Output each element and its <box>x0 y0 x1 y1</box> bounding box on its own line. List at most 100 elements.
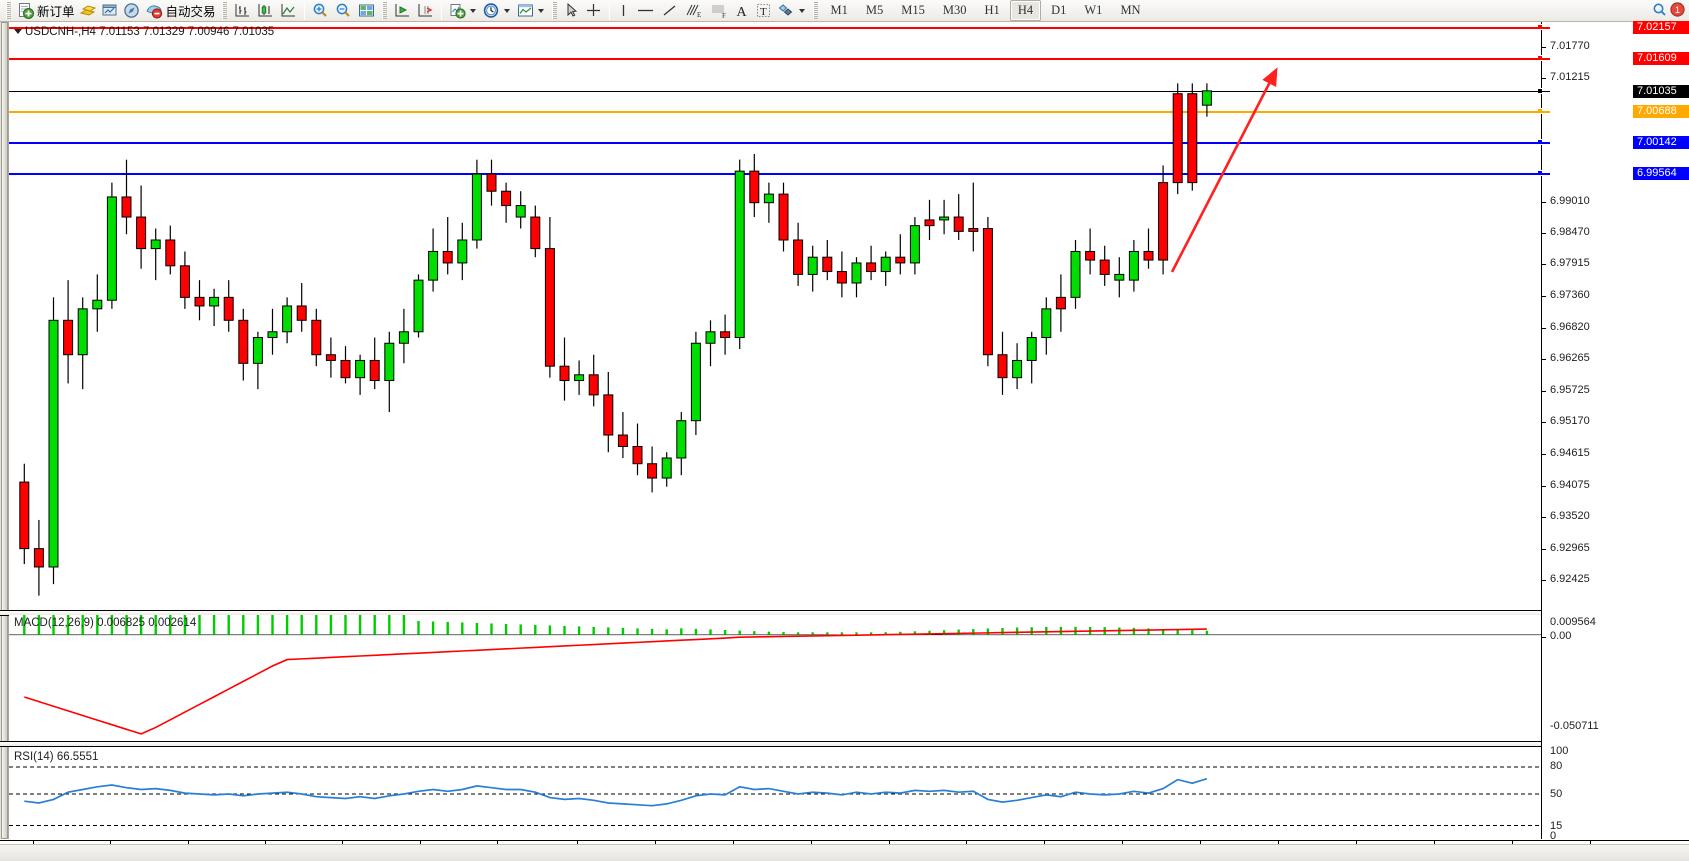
timeframe-mn[interactable]: MN <box>1120 3 1141 17</box>
price-level-tag[interactable]: 7.00142 <box>1633 136 1689 149</box>
svg-text:1: 1 <box>1675 5 1680 15</box>
gold-bars-icon <box>79 5 96 16</box>
data-window-button[interactable] <box>99 1 121 21</box>
timeframe-h4[interactable]: H4 <box>1009 0 1042 21</box>
timeframe-h1[interactable]: H1 <box>984 3 1000 17</box>
price-level-line-7.00688[interactable] <box>9 111 1550 113</box>
market-watch-button[interactable] <box>77 1 99 21</box>
price-tick-mark <box>1542 391 1546 392</box>
toolbar-separator-3 <box>608 1 610 20</box>
vertical-line-tool-button[interactable] <box>614 1 633 21</box>
zoom-out-button[interactable] <box>332 1 355 21</box>
horizontal-scrollbar[interactable] <box>0 844 1689 861</box>
bar-chart-button[interactable] <box>231 1 254 21</box>
notification-badge-icon[interactable]: 1 <box>1670 2 1685 17</box>
scrollbar-thumb[interactable] <box>1 22 8 839</box>
candlestick-icon <box>258 4 272 17</box>
new-order-button[interactable]: 新订单 <box>15 1 77 21</box>
price-level-line-6.99564[interactable] <box>9 173 1550 175</box>
timeframe-m15[interactable]: M15 <box>901 3 925 17</box>
price-tick-label: 6.97915 <box>1550 257 1590 269</box>
toolbar-separator-1 <box>303 1 305 20</box>
zoom-in-button[interactable] <box>309 1 332 21</box>
price-axis[interactable]: 7.01770 7.01215 6.99010 6.98470 6.97915 6.973… <box>1537 21 1689 842</box>
candlestick-chart-button[interactable] <box>254 1 277 21</box>
clock-icon <box>483 3 498 18</box>
indicators-dropdown-caret[interactable] <box>469 8 476 13</box>
price-level-tag[interactable]: 7.02157 <box>1633 21 1689 34</box>
price-tick-label: 6.92425 <box>1550 573 1590 585</box>
period-button[interactable] <box>480 1 503 21</box>
price-tick-label: 6.97360 <box>1550 289 1590 301</box>
time-tick-mark <box>342 841 343 845</box>
objects-list-button[interactable] <box>775 1 798 21</box>
toolbar-grip-4[interactable] <box>551 2 557 19</box>
vertical-scrollbar[interactable] <box>0 22 9 839</box>
price-level-tag[interactable]: 7.01035 <box>1633 85 1689 98</box>
timeframe-m5[interactable]: M5 <box>865 3 884 17</box>
equidistant-channel-button[interactable]: E <box>681 1 706 21</box>
macd-indicator-panel[interactable]: MACD(12,26,9) 0.006825 0.002614 <box>9 615 1550 740</box>
chart-container[interactable]: USDCNH-,H4 7.01153 7.01329 7.00946 7.010… <box>0 21 1689 861</box>
templates-button[interactable] <box>514 1 537 21</box>
timeframe-w1[interactable]: W1 <box>1084 3 1103 17</box>
period-dropdown-caret[interactable] <box>503 8 510 13</box>
search-icon[interactable] <box>1652 2 1667 17</box>
price-chart-panel[interactable]: USDCNH-,H4 7.01153 7.01329 7.00946 7.010… <box>9 22 1550 610</box>
auto-trading-label: 自动交易 <box>165 5 216 19</box>
indicators-button[interactable] <box>446 1 469 21</box>
price-tick-mark <box>1542 233 1546 234</box>
main-toolbar: 新订单 自动交易 <box>0 0 1689 22</box>
line-chart-button[interactable] <box>277 1 300 21</box>
price-level-line-7.01609[interactable] <box>9 58 1550 60</box>
macd-tick-label: 0.00 <box>1550 630 1572 642</box>
price-level-tag[interactable]: 7.01609 <box>1633 52 1689 65</box>
time-tick-mark <box>811 841 812 845</box>
auto-scroll-button[interactable] <box>414 1 437 21</box>
toolbar-grip-2[interactable] <box>221 2 227 19</box>
price-level-line-7.02157[interactable] <box>9 27 1550 29</box>
chart-grid-button[interactable] <box>355 1 378 21</box>
text-label-tool-button[interactable]: T <box>752 1 775 21</box>
toolbar-grip-3[interactable] <box>381 2 387 19</box>
price-tick-mark <box>1542 580 1546 581</box>
zoom-out-icon <box>336 3 350 17</box>
horizontal-line-tool-button[interactable] <box>633 1 658 21</box>
price-tick-label: 6.94075 <box>1550 479 1590 491</box>
fibonacci-tool-button[interactable]: F <box>706 1 731 21</box>
price-tick-label: 6.92965 <box>1550 542 1590 554</box>
trendline-tool-button[interactable] <box>658 1 681 21</box>
price-level-line-7.01035[interactable] <box>9 91 1550 92</box>
price-tick-label: 6.93520 <box>1550 510 1590 522</box>
price-level-tag[interactable]: 7.00688 <box>1633 105 1689 118</box>
rsi-indicator-panel[interactable]: RSI(14) 66.5551 <box>9 749 1550 839</box>
navigator-button[interactable] <box>121 1 143 21</box>
toolbar-separator-2 <box>440 1 442 20</box>
time-tick-mark <box>1356 841 1357 845</box>
cursor-tool-button[interactable] <box>561 1 582 21</box>
crosshair-tool-button[interactable] <box>582 1 605 21</box>
timeframe-m30[interactable]: M30 <box>942 3 967 17</box>
time-tick-mark <box>33 841 34 845</box>
toolbar-grip-5[interactable] <box>812 2 818 19</box>
toolbar-grip[interactable] <box>6 2 11 19</box>
svg-text:F: F <box>722 12 726 19</box>
time-tick-mark <box>420 841 421 845</box>
panel-separator-rsi[interactable] <box>0 741 1689 747</box>
text-tool-button[interactable]: A <box>731 1 752 21</box>
price-tick-mark <box>1542 454 1546 455</box>
timeframe-d1[interactable]: D1 <box>1051 3 1067 17</box>
symbol-dropdown-arrow-icon[interactable] <box>14 29 22 34</box>
auto-trading-button[interactable]: 自动交易 <box>143 1 218 21</box>
price-level-line-7.00142[interactable] <box>9 142 1550 144</box>
cursor-arrow-icon <box>567 2 577 17</box>
macd-tick-label: 0.009564 <box>1550 616 1596 628</box>
timeframe-m1[interactable]: M1 <box>830 3 848 17</box>
chart-shift-icon <box>395 4 409 17</box>
templates-dropdown-caret[interactable] <box>537 8 544 13</box>
price-tick-mark <box>1542 422 1546 423</box>
chart-shift-button[interactable] <box>391 1 414 21</box>
objects-dropdown-caret[interactable] <box>798 8 805 13</box>
price-level-tag[interactable]: 6.99564 <box>1633 167 1689 180</box>
add-indicator-icon <box>450 4 466 19</box>
